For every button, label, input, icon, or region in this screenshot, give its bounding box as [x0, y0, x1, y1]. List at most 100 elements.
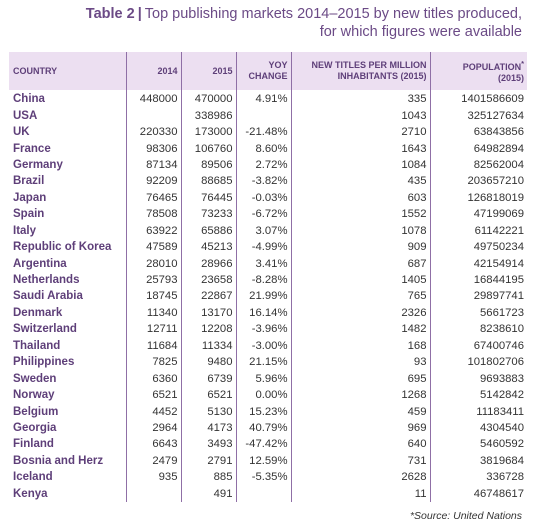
- cell-population: 4304540: [429, 419, 527, 437]
- cell-titles-per-million: 1405: [290, 271, 430, 289]
- cell-yoy-change: -21.48%: [235, 123, 291, 141]
- cell-population: 325127634: [429, 107, 527, 124]
- table-row: China 448000 470000 4.91% 335 1401586609: [9, 90, 527, 108]
- cell-yoy-change: 12.59%: [235, 452, 291, 470]
- cell-2014: 448000: [125, 90, 181, 108]
- table-row: Belgium 4452 5130 15.23% 459 11183411: [9, 403, 527, 420]
- cell-yoy-change: -4.99%: [235, 238, 291, 256]
- cell-yoy-change: 21.15%: [235, 354, 291, 371]
- cell-2014: 12711: [125, 321, 181, 338]
- cell-country: Belgium: [13, 405, 59, 418]
- cell-titles-per-million: 93: [290, 354, 430, 371]
- cell-yoy-change: -47.42%: [235, 436, 291, 453]
- header-yoy-line-1: YOY: [268, 60, 288, 70]
- cell-titles-per-million: 1084: [290, 156, 430, 174]
- header-population-label: POPULATION: [462, 62, 522, 72]
- table-row: Finland 6643 3493 -47.42% 640 5460592: [9, 436, 527, 453]
- cell-country: Sweden: [13, 372, 57, 385]
- header-2015: 2015: [180, 52, 236, 90]
- cell-2015: 2791: [180, 452, 236, 470]
- table-row: Philippines 7825 9480 21.15% 93 101802706: [9, 354, 527, 371]
- title-separator: |: [137, 6, 142, 22]
- cell-2014: 7825: [125, 354, 181, 371]
- header-titles-per-million: NEW TITLES PER MILLION INHABITANTS (2015): [290, 52, 430, 90]
- cell-2014: 98306: [125, 140, 181, 157]
- cell-yoy-change: -8.28%: [235, 271, 291, 289]
- cell-population: 1401586609: [429, 90, 527, 108]
- cell-country: Italy: [13, 224, 37, 237]
- cell-titles-per-million: 2628: [290, 469, 430, 486]
- cell-yoy-change: -3.96%: [235, 321, 291, 338]
- cell-2015: 9480: [180, 354, 236, 371]
- cell-population: 126818019: [429, 189, 527, 207]
- cell-titles-per-million: 731: [290, 452, 430, 470]
- cell-yoy-change: 16.14%: [235, 304, 291, 322]
- cell-population: 203657210: [429, 173, 527, 190]
- cell-2014: 6521: [125, 386, 181, 404]
- cell-yoy-change: 21.99%: [235, 288, 291, 305]
- cell-titles-per-million: 695: [290, 370, 430, 387]
- table-row: USA 338986 1043 325127634: [9, 107, 527, 124]
- cell-2014: 935: [125, 469, 181, 486]
- cell-yoy-change: -3.82%: [235, 173, 291, 190]
- table-number: Table 2: [85, 6, 135, 22]
- cell-country: Thailand: [13, 339, 61, 352]
- cell-2015: 22867: [180, 288, 236, 305]
- header-yoy-line-2: CHANGE: [248, 71, 288, 81]
- cell-2015: 106760: [180, 140, 236, 157]
- cell-2014: 47589: [125, 238, 181, 256]
- cell-country: Iceland: [13, 471, 53, 484]
- table-row: Argentina 28010 28966 3.41% 687 42154914: [9, 255, 527, 272]
- cell-2014: 87134: [125, 156, 181, 174]
- table-row: France 98306 106760 8.60% 1643 64982894: [9, 140, 527, 157]
- cell-population: 8238610: [429, 321, 527, 338]
- cell-titles-per-million: 603: [290, 189, 430, 207]
- cell-yoy-change: -3.00%: [235, 337, 291, 354]
- cell-2015: 5130: [180, 403, 236, 420]
- cell-population: 61142221: [429, 222, 527, 239]
- cell-population: 82562004: [429, 156, 527, 174]
- cell-titles-per-million: 435: [290, 173, 430, 190]
- cell-2015: 89506: [180, 156, 236, 174]
- table-row: Sweden 6360 6739 5.96% 695 9693883: [9, 370, 527, 387]
- cell-2014: 2964: [125, 419, 181, 437]
- cell-2014: 28010: [125, 255, 181, 272]
- publishing-markets-table: COUNTRY 2014 2015 YOY CHANGE NEW TITLES P…: [9, 52, 527, 502]
- cell-titles-per-million: 1268: [290, 386, 430, 404]
- cell-titles-per-million: 1643: [290, 140, 430, 157]
- cell-yoy-change: 2.72%: [235, 156, 291, 174]
- cell-country: Denmark: [13, 306, 63, 319]
- cell-2015: 6521: [180, 386, 236, 404]
- cell-yoy-change: -5.35%: [235, 469, 291, 486]
- cell-country: Brazil: [13, 175, 45, 188]
- cell-titles-per-million: 640: [290, 436, 430, 453]
- cell-yoy-change: 8.60%: [235, 140, 291, 157]
- cell-2014: [125, 485, 181, 502]
- cell-population: 3819684: [429, 452, 527, 470]
- header-row: COUNTRY 2014 2015 YOY CHANGE NEW TITLES P…: [9, 52, 527, 90]
- cell-population: 101802706: [429, 354, 527, 371]
- cell-2014: 76465: [125, 189, 181, 207]
- cell-titles-per-million: 1482: [290, 321, 430, 338]
- title-line-2: for which figures were available: [319, 24, 522, 40]
- cell-yoy-change: 5.96%: [235, 370, 291, 387]
- header-yoy-change: YOY CHANGE: [235, 52, 291, 90]
- cell-population: 46748617: [429, 485, 527, 502]
- source-note: *Source: United Nations: [409, 510, 522, 522]
- cell-2015: 11334: [180, 337, 236, 354]
- table-row: Brazil 92209 88685 -3.82% 435 203657210: [9, 173, 527, 190]
- cell-2014: 2479: [125, 452, 181, 470]
- cell-population: 67400746: [429, 337, 527, 354]
- cell-titles-per-million: 969: [290, 419, 430, 437]
- cell-population: 29897741: [429, 288, 527, 305]
- header-titles-line-1: NEW TITLES PER MILLION: [311, 60, 427, 70]
- table-title: Table 2 | Top publishing markets 2014–2015…: [86, 5, 522, 41]
- cell-2015: 470000: [180, 90, 236, 108]
- table-row: Republic of Korea 47589 45213 -4.99% 909 4975…: [9, 238, 527, 256]
- cell-population: 42154914: [429, 255, 527, 272]
- table-row: Norway 6521 6521 0.00% 1268 5142842: [9, 386, 527, 404]
- table-row: Spain 78508 73233 -6.72% 1552 47199069: [9, 206, 527, 223]
- cell-country: Republic of Korea: [13, 241, 112, 254]
- cell-country: USA: [13, 109, 38, 122]
- cell-2015: 76445: [180, 189, 236, 207]
